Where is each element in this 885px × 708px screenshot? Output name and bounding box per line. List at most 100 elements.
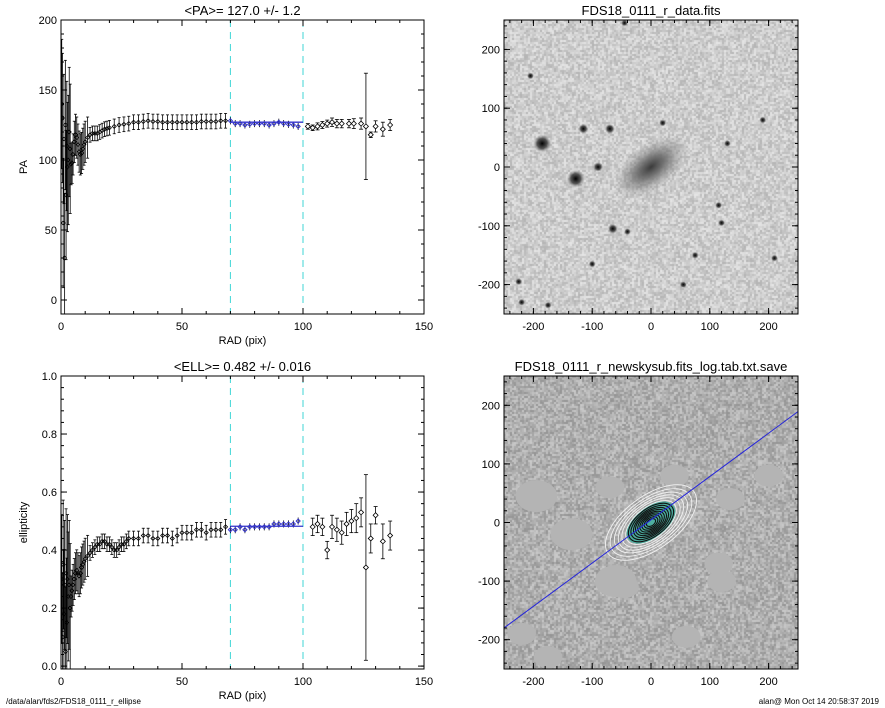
y-tick-label: 0.6 bbox=[42, 487, 57, 499]
data-point bbox=[338, 120, 345, 127]
data-point bbox=[70, 151, 76, 157]
data-point bbox=[160, 119, 166, 125]
data-point bbox=[362, 564, 369, 571]
data-point bbox=[111, 547, 117, 553]
x-tick-label: 50 bbox=[176, 676, 188, 688]
y-tick-label: -100 bbox=[478, 576, 500, 588]
star bbox=[623, 228, 631, 236]
plot-area bbox=[61, 376, 394, 669]
data-point bbox=[189, 119, 195, 125]
data-point bbox=[179, 530, 185, 536]
star bbox=[607, 223, 618, 234]
star bbox=[588, 260, 596, 268]
data-point bbox=[104, 125, 110, 132]
plot-frame bbox=[60, 19, 425, 315]
x-tick-label: 0 bbox=[58, 321, 64, 333]
star bbox=[593, 162, 604, 172]
masked-region bbox=[507, 622, 536, 645]
data-point bbox=[140, 118, 146, 125]
y-tick-label: 100 bbox=[482, 459, 500, 471]
pa-profile-panel: 0 50 100 150 0 50 100 150 200 <PA>= 127.0 +/- 1.2… bbox=[18, 3, 433, 347]
x-tick-label: 100 bbox=[701, 321, 719, 333]
data-point bbox=[319, 121, 326, 129]
masked-region bbox=[595, 476, 625, 499]
data-point bbox=[174, 119, 180, 125]
x-tick-label: 100 bbox=[701, 676, 719, 688]
x-tick-label: 100 bbox=[294, 321, 312, 333]
data-point bbox=[109, 544, 115, 550]
y-tick-label: -200 bbox=[478, 635, 500, 647]
data-point bbox=[135, 119, 142, 125]
y-tick-label: -200 bbox=[478, 280, 500, 292]
y-tick-label: 100 bbox=[39, 155, 57, 167]
data-point bbox=[328, 119, 336, 126]
image-area bbox=[504, 20, 798, 314]
data-point bbox=[92, 544, 98, 550]
data-point bbox=[328, 523, 336, 530]
star bbox=[533, 134, 552, 153]
data-point bbox=[155, 535, 161, 542]
y-tick-label: -100 bbox=[478, 221, 500, 233]
fit-point bbox=[232, 527, 238, 533]
x-tick-label: 0 bbox=[58, 676, 64, 688]
data-point bbox=[81, 559, 87, 565]
data-point bbox=[222, 118, 229, 124]
x-tick-label: 50 bbox=[176, 321, 188, 333]
fit-point bbox=[290, 122, 297, 128]
y-tick-label: 200 bbox=[39, 15, 57, 27]
data-point bbox=[324, 546, 331, 554]
y-axis-label: ellipticity bbox=[18, 501, 30, 543]
data-point bbox=[193, 527, 200, 533]
data-point bbox=[77, 570, 83, 576]
star bbox=[621, 20, 629, 27]
data-point bbox=[164, 532, 171, 539]
data-point bbox=[121, 121, 127, 127]
x-tick-label: -100 bbox=[581, 321, 603, 333]
data-point bbox=[358, 509, 365, 516]
data-point bbox=[367, 535, 374, 542]
y-tick-label: 0.2 bbox=[42, 603, 57, 615]
data-point bbox=[101, 538, 108, 544]
data-point bbox=[213, 527, 219, 533]
data-point bbox=[145, 118, 151, 124]
data-point bbox=[80, 146, 86, 152]
data-point bbox=[160, 532, 166, 539]
data-point bbox=[338, 529, 345, 536]
data-point bbox=[309, 523, 316, 530]
masked-region bbox=[716, 488, 745, 511]
isophote-core bbox=[626, 501, 676, 544]
data-point bbox=[358, 120, 365, 127]
y-tick-label: 200 bbox=[482, 44, 500, 56]
fit-point bbox=[266, 122, 272, 128]
data-point bbox=[118, 541, 125, 547]
y-tick-label: 200 bbox=[482, 400, 500, 412]
galaxy bbox=[613, 134, 689, 200]
data-point bbox=[81, 142, 87, 148]
fit-point bbox=[276, 521, 282, 527]
data-point bbox=[111, 123, 117, 129]
isophote-model-panel: -200 -100 0 100 200 -200 -100 0 100 200 FDS18_0111… bbox=[478, 359, 799, 688]
data-point bbox=[131, 535, 137, 542]
data-point bbox=[61, 115, 66, 121]
data-point bbox=[106, 125, 112, 131]
y-tick-label: 0.0 bbox=[42, 661, 57, 673]
data-point bbox=[314, 520, 321, 528]
data-point bbox=[304, 123, 311, 130]
data-point bbox=[362, 123, 369, 130]
data-point bbox=[71, 139, 77, 145]
isophote-ellipse bbox=[632, 506, 670, 539]
data-point bbox=[131, 119, 137, 125]
data-point bbox=[62, 649, 68, 655]
isophote-ellipse bbox=[625, 500, 677, 545]
fit-point bbox=[285, 121, 292, 128]
data-point bbox=[80, 561, 86, 568]
masked-region bbox=[671, 625, 701, 648]
data-point bbox=[87, 550, 93, 556]
footer-timestamp: alan@ Mon Oct 14 20:58:37 2019 bbox=[758, 697, 879, 706]
fit-point bbox=[285, 521, 292, 527]
data-point bbox=[372, 512, 379, 519]
isophote-ellipse bbox=[630, 504, 672, 541]
data-point bbox=[62, 255, 68, 261]
masked-region bbox=[707, 570, 736, 593]
data-point bbox=[140, 532, 146, 539]
